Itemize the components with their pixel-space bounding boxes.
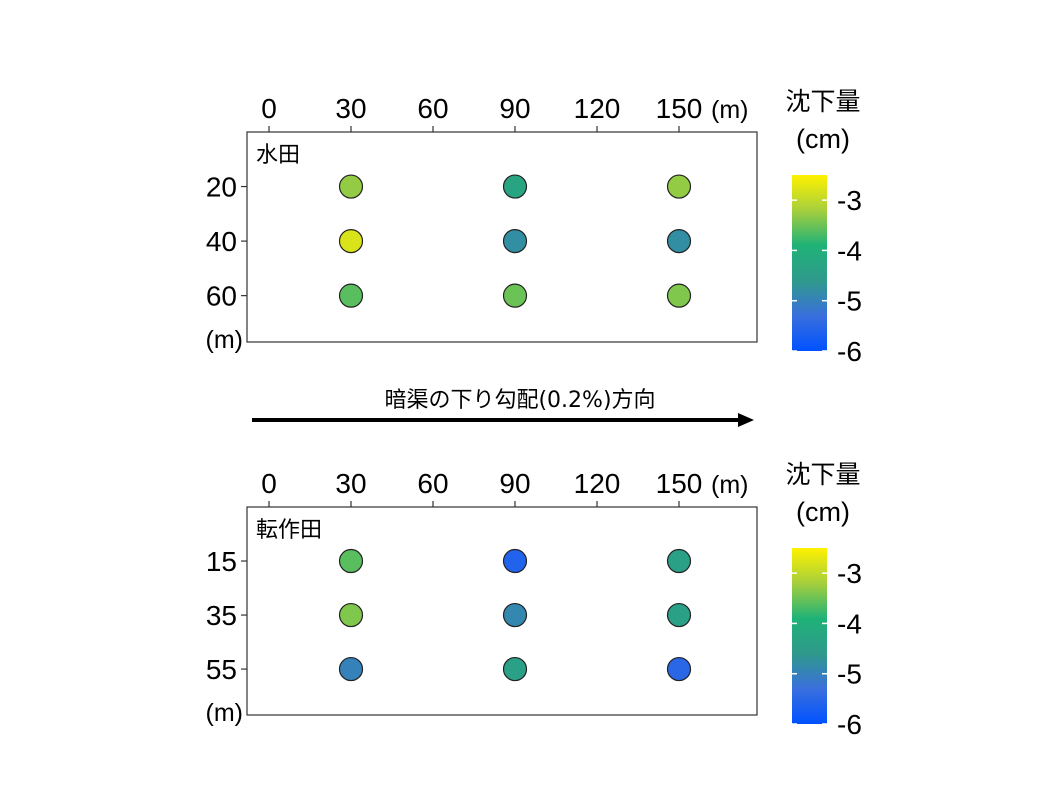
data-point <box>502 228 528 254</box>
drain-slope-direction-label: 暗渠の下り勾配(0.2%)方向 <box>384 388 656 413</box>
y-tick-label: 40 <box>206 226 237 257</box>
y-tick-label: 15 <box>206 546 237 577</box>
data-point <box>502 656 528 682</box>
panel-title: 転作田 <box>256 517 322 542</box>
data-point <box>666 283 692 308</box>
x-unit-label: (m) <box>711 96 748 124</box>
data-point <box>666 656 692 682</box>
data-point <box>502 602 528 628</box>
data-point <box>338 602 364 628</box>
data-point <box>338 548 364 574</box>
x-tick-label: 90 <box>499 93 530 124</box>
colorbar-gradient-bar <box>792 548 827 724</box>
x-tick-label: 120 <box>574 93 621 124</box>
direction-arrow <box>252 413 754 427</box>
x-tick-label: 0 <box>261 93 277 124</box>
y-unit-label: (m) <box>206 326 243 354</box>
colorbar-tick-label: -5 <box>837 286 862 317</box>
data-point <box>666 174 692 199</box>
data-point <box>502 174 528 199</box>
colorbar-tick-label: -5 <box>837 659 862 690</box>
data-point <box>338 174 364 199</box>
x-tick-label: 60 <box>417 93 448 124</box>
panel-paddy: 水田 0 30 60 90 120 150 (m) 20 40 60 (m) 沈下量 (cm) -3 -4 -5… <box>206 88 862 367</box>
x-tick-label: 90 <box>499 468 530 499</box>
x-tick-label: 30 <box>335 93 366 124</box>
data-point <box>502 548 528 574</box>
x-tick-label: 150 <box>656 468 703 499</box>
x-tick-label: 30 <box>335 468 366 499</box>
y-tick-label: 55 <box>206 654 237 685</box>
colorbar-tick-label: -6 <box>837 336 862 367</box>
x-tick-label: 60 <box>417 468 448 499</box>
arrow-head <box>738 413 754 427</box>
data-point <box>502 283 528 308</box>
colorbar-unit: (cm) <box>796 124 850 154</box>
colorbar-tick-label: -3 <box>837 558 862 589</box>
data-point <box>338 656 364 682</box>
y-unit-label: (m) <box>206 699 243 727</box>
colorbar-title: 沈下量 <box>785 461 860 489</box>
colorbar-unit: (cm) <box>796 497 850 527</box>
panel-title: 水田 <box>256 142 300 167</box>
colorbar-tick-label: -6 <box>837 709 862 740</box>
colorbar-gradient-bar <box>792 175 827 351</box>
panel-converted-field: 転作田 0 30 60 90 120 150 (m) 15 35 55 (m) 沈下量 (cm) -3 -4 -… <box>206 461 862 740</box>
y-tick-label: 35 <box>206 600 237 631</box>
colorbar-tick-label: -4 <box>837 608 862 639</box>
x-tick-label: 0 <box>261 468 277 499</box>
y-tick-label: 60 <box>206 281 237 312</box>
colorbar-title: 沈下量 <box>785 88 860 116</box>
data-point <box>666 228 692 254</box>
x-tick-label: 120 <box>574 468 621 499</box>
data-point <box>666 602 692 628</box>
data-point <box>338 283 364 308</box>
data-point <box>666 548 692 574</box>
colorbar-tick-label: -3 <box>837 185 862 216</box>
data-point <box>338 228 364 254</box>
y-tick-label: 20 <box>206 172 237 203</box>
colorbar-tick-label: -4 <box>837 235 862 266</box>
x-unit-label: (m) <box>711 471 748 499</box>
x-tick-label: 150 <box>656 93 703 124</box>
